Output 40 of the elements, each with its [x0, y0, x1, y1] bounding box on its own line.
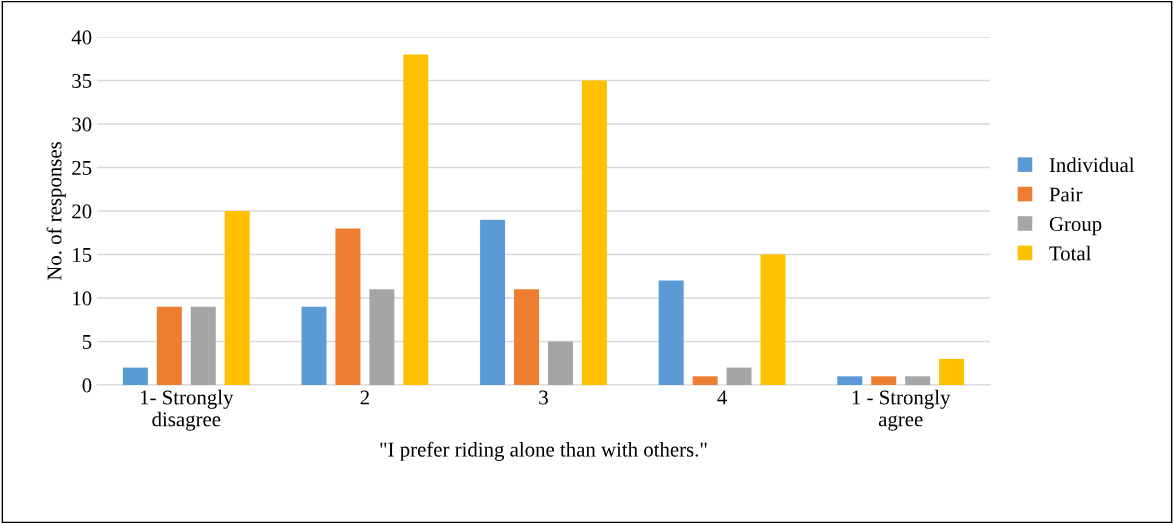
bar — [692, 376, 718, 385]
y-tick-label: 15 — [73, 247, 92, 262]
bar — [939, 358, 965, 385]
y-tick-label: 30 — [72, 117, 92, 132]
x-tick-label: 4 — [717, 390, 727, 405]
y-tick-label: 25 — [72, 160, 92, 175]
bar — [547, 341, 573, 385]
y-tick-label: 5 — [82, 335, 92, 349]
x-tick-label: 1- Strongly disagree — [140, 389, 234, 431]
bar — [156, 306, 182, 385]
bar — [480, 219, 506, 385]
bar — [871, 376, 897, 385]
x-axis-title: "I prefer riding alone than with others." — [380, 441, 707, 461]
bar — [837, 376, 863, 385]
bar — [760, 254, 786, 385]
bar — [403, 54, 429, 385]
bar — [190, 306, 216, 385]
bar — [514, 289, 540, 385]
bar — [301, 306, 327, 385]
y-tick-label: 40 — [71, 30, 92, 45]
y-tick-label: 20 — [72, 204, 92, 219]
x-tick-label: 1 - Strongly agree — [852, 389, 951, 431]
legend-label: Total — [1049, 245, 1092, 261]
bar — [122, 367, 148, 385]
legend-label: Pair — [1049, 187, 1083, 202]
y-axis-title: No. of responses — [46, 142, 66, 281]
x-tick-label: 2 — [360, 390, 369, 405]
bar — [726, 367, 752, 385]
legend-label: Group — [1049, 217, 1102, 236]
bar — [905, 376, 931, 385]
y-tick-label: 10 — [73, 291, 92, 306]
y-tick-label: 0 — [82, 378, 92, 393]
bar — [658, 280, 684, 385]
bar — [369, 289, 395, 385]
legend-label: Individual — [1049, 157, 1135, 173]
x-tick-label: 3 — [539, 390, 548, 405]
bar — [224, 211, 250, 385]
y-tick-label: 35 — [72, 73, 92, 88]
bar — [335, 228, 361, 385]
bar — [581, 80, 607, 385]
